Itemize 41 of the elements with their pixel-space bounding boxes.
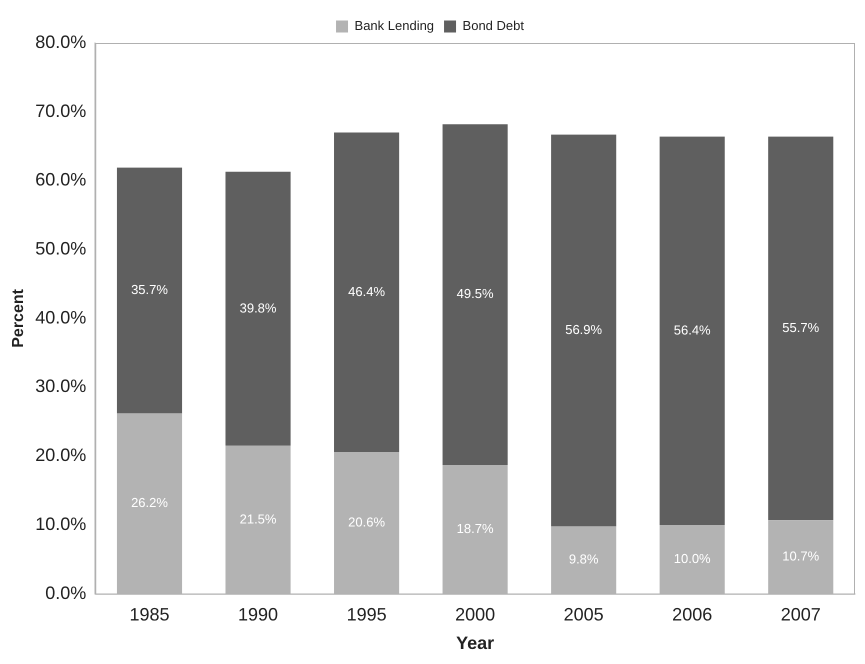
bar xyxy=(660,136,725,525)
data-label: 10.7% xyxy=(782,548,820,564)
data-label: 55.7% xyxy=(782,320,820,335)
bar xyxy=(225,172,291,446)
x-tick-label: 1990 xyxy=(238,604,278,625)
x-tick-label: 2006 xyxy=(672,604,712,625)
y-tick-label: 60.0% xyxy=(35,170,86,190)
x-tick-label: 1995 xyxy=(346,604,387,625)
legend-label: Bank Lending xyxy=(354,18,434,34)
y-tick-label: 80.0% xyxy=(35,32,86,52)
bar xyxy=(334,132,400,452)
data-label: 9.8% xyxy=(568,552,599,567)
y-axis-title: Percent xyxy=(10,288,28,348)
y-tick-label: 30.0% xyxy=(35,376,86,396)
x-tick-label: 2007 xyxy=(780,604,821,625)
data-label: 26.2% xyxy=(131,495,168,510)
data-label: 46.4% xyxy=(348,284,386,299)
data-label: 20.6% xyxy=(348,514,386,530)
x-tick-label: 2000 xyxy=(455,604,496,625)
bar xyxy=(768,136,834,520)
y-tick-label: 20.0% xyxy=(35,445,86,466)
bar xyxy=(551,134,616,526)
x-tick-label: 2005 xyxy=(564,604,604,625)
data-label: 10.0% xyxy=(674,550,712,566)
x-tick-label: 1985 xyxy=(129,604,170,625)
y-tick-label: 50.0% xyxy=(35,238,86,259)
y-tick-label: 10.0% xyxy=(35,514,86,534)
data-label: 56.4% xyxy=(674,322,712,338)
data-label: 56.9% xyxy=(565,322,603,338)
bar xyxy=(442,124,508,466)
y-tick-label: 40.0% xyxy=(35,307,86,328)
x-axis-title: Year xyxy=(456,633,494,654)
data-label: 21.5% xyxy=(240,511,277,526)
data-label: 49.5% xyxy=(456,286,494,302)
y-tick-label: 0.0% xyxy=(45,582,86,603)
y-tick-label: 70.0% xyxy=(35,100,86,121)
bar xyxy=(116,168,182,414)
data-label: 39.8% xyxy=(240,300,277,316)
data-label: 35.7% xyxy=(131,282,168,298)
data-label: 18.7% xyxy=(456,521,494,536)
legend-label: Bond Debt xyxy=(462,18,524,34)
